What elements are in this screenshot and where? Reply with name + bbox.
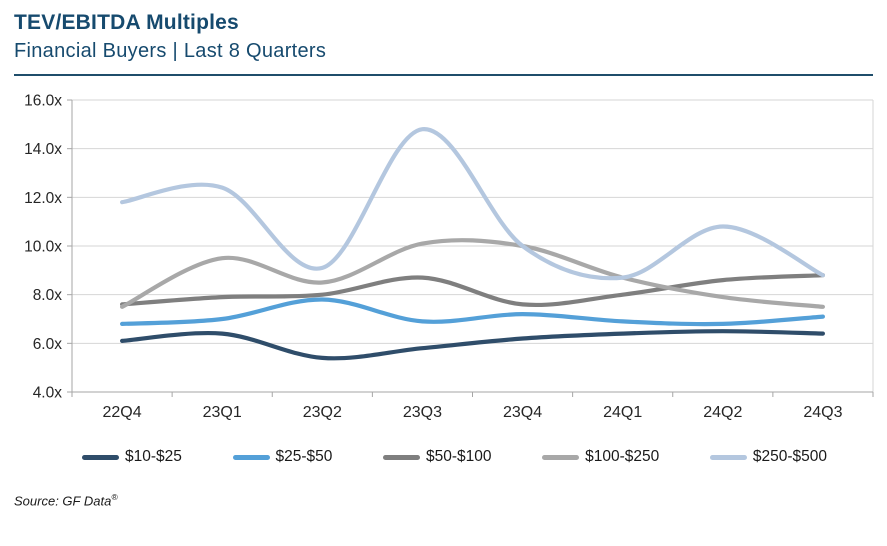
series-line-10-25 (120, 329, 825, 361)
legend-label: $50-$100 (426, 448, 492, 466)
source-note: Source: GF Data® (14, 492, 887, 508)
y-axis-tick-label: 16.0x (24, 93, 62, 110)
legend-swatch (232, 455, 270, 460)
legend-item: $10-$25 (82, 448, 182, 466)
legend-item: $100-$250 (542, 448, 659, 466)
registered-mark: ® (111, 492, 118, 503)
series-line-50-100 (120, 273, 825, 308)
legend-item: $25-$50 (232, 448, 333, 466)
legend-swatch (542, 455, 580, 460)
chart-area: 4.0x 6.0x 8.0x 10.0x 12.0x 14.0x 16.0x 22Q4 23Q1… (0, 78, 887, 426)
y-axis-tick-label: 12.0x (24, 190, 62, 207)
legend-label: $100-$250 (585, 448, 660, 466)
header-divider (14, 74, 873, 77)
y-axis-tick-label: 8.0x (33, 287, 63, 304)
x-axis-tick-label: 24Q3 (803, 404, 842, 421)
legend-swatch (82, 455, 119, 460)
tev-ebitda-chart: 4.0x 6.0x 8.0x 10.0x 12.0x 14.0x 16.0x 22Q4 23Q1… (24, 93, 874, 421)
chart-legend: $10-$25 $25-$50 $50-$100 $100-$250 $250-$500 (82, 448, 827, 466)
source-text: Source: GF Data (14, 493, 112, 509)
x-axis-tick-label: 23Q2 (303, 404, 342, 421)
x-axis-tick-label: 22Q4 (102, 404, 141, 421)
y-axis-tick-label: 14.0x (24, 141, 62, 158)
chart-title: TEV/EBITDA Multiples (14, 11, 239, 34)
legend-item: $50-$100 (383, 448, 492, 466)
x-axis-tick-label: 24Q1 (603, 404, 642, 421)
x-axis-tick-label: 23Q3 (403, 404, 442, 421)
y-axis-tick-label: 6.0x (33, 336, 63, 353)
header: TEV/EBITDA Multiples Financial Buyers | … (0, 0, 887, 64)
legend-label: $25-$50 (275, 448, 333, 466)
legend-label: $10-$25 (125, 448, 182, 466)
legend-label: $250-$500 (752, 448, 827, 466)
chart-subtitle: Financial Buyers | Last 8 Quarters (14, 40, 327, 63)
y-axis-tick-label: 4.0x (33, 385, 63, 402)
legend-swatch (709, 455, 747, 460)
series-line-25-50 (120, 297, 825, 327)
legend-swatch (383, 455, 420, 460)
x-axis-tick-label: 23Q4 (503, 404, 542, 421)
series-line-250-500 (120, 127, 825, 281)
x-axis-tick-label: 23Q1 (203, 404, 242, 421)
series-line-100-250 (120, 238, 825, 310)
x-axis-tick-label: 24Q2 (703, 404, 742, 421)
y-axis-tick-label: 10.0x (24, 239, 62, 256)
legend-item: $250-$500 (709, 448, 827, 466)
